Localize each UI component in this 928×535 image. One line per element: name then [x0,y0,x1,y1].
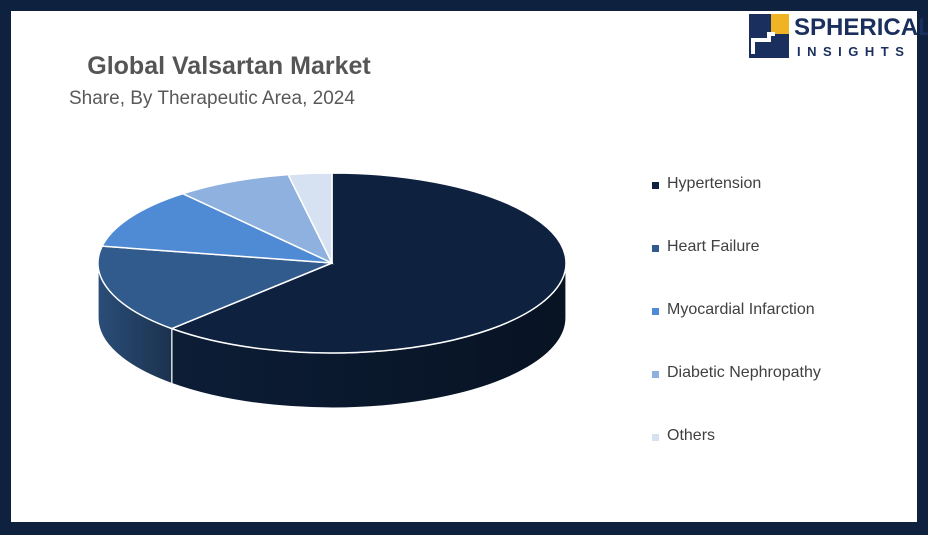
pie-slice-hypertension [169,172,567,354]
logo-mark-icon [749,14,789,58]
pie-slice-myocardial-infarction [100,192,333,264]
legend-swatch [652,182,659,189]
legend-label: Heart Failure [667,238,760,255]
pie-tops [97,172,567,354]
logo-wordmark: SPHERICAL [794,14,928,41]
legend-label: Hypertension [667,175,762,192]
brand-logo: SPHERICAL INSIGHTS [749,14,928,66]
legend-swatch [652,434,659,441]
legend-swatch [652,308,659,315]
pie-slice-diabetic-nephropathy [180,173,334,265]
pie-slice-others [286,172,333,264]
legend-label: Diabetic Nephropathy [667,364,821,381]
pie-slice-heart-failure [97,245,333,330]
pie-chart [97,172,567,409]
chart-frame: Global Valsartan Market Share, By Therap… [11,11,928,522]
legend-label: Myocardial Infarction [667,301,815,318]
chart-subtitle: Share, By Therapeutic Area, 2024 [69,88,355,109]
legend-label: Others [667,427,716,444]
legend-swatch [652,245,659,252]
legend-swatch [652,371,659,378]
logo-tagline: INSIGHTS [797,44,911,59]
chart-title: Global Valsartan Market [87,52,371,80]
